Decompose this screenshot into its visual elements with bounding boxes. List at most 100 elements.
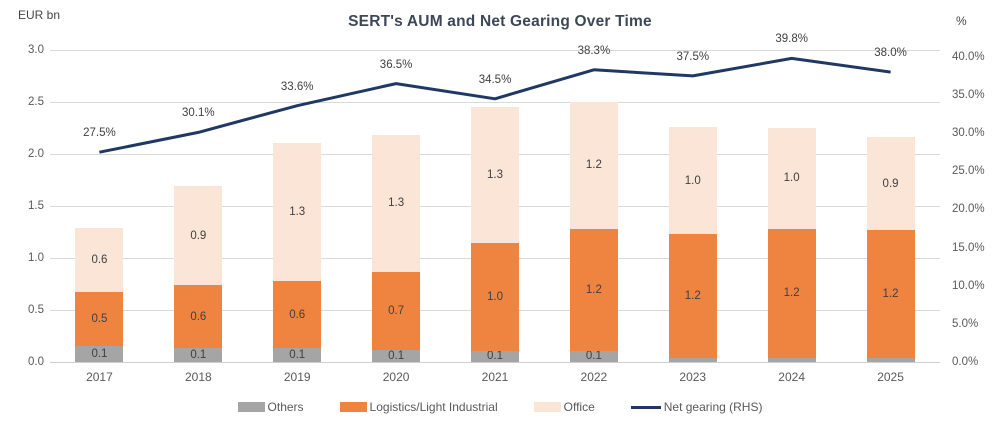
bar-segment-office xyxy=(372,135,421,272)
y-axis-tick-label: 0.5 xyxy=(28,304,44,316)
bar-segment-others xyxy=(273,348,322,362)
bar-segment-label: 0.7 xyxy=(388,304,405,317)
y-axis-tick-label: 3.0 xyxy=(28,44,44,56)
legend-swatch-rect xyxy=(339,402,367,412)
bar-segment-logistics-light-industrial xyxy=(372,271,421,350)
rhs-axis-tick-label: 25.0% xyxy=(952,165,985,178)
x-axis-line xyxy=(50,362,940,363)
x-axis-tick-label: 2019 xyxy=(283,370,311,384)
rhs-axis-tick-label: 5.0% xyxy=(952,317,979,330)
bar-segment-label: 1.2 xyxy=(783,287,800,300)
x-axis-tick-label: 2020 xyxy=(382,370,410,384)
legend-label: Office xyxy=(563,400,595,414)
legend-swatch-rect xyxy=(237,402,265,412)
bar-segment-logistics-light-industrial xyxy=(174,285,223,349)
y-axis-tick-label: 2.0 xyxy=(28,148,44,160)
bar-segment-logistics-light-industrial xyxy=(75,292,124,347)
y-axis-tick-label: 0.0 xyxy=(28,356,44,368)
bar-segment-label: 1.3 xyxy=(487,169,503,182)
legend-item-others: Others xyxy=(237,400,304,414)
bar-segment-label: 0.1 xyxy=(289,349,306,362)
net-gearing-point-label: 34.5% xyxy=(478,73,512,86)
bar-segment-logistics-light-industrial xyxy=(866,229,915,358)
left-axis-unit-label: EUR bn xyxy=(18,8,61,22)
bar-segment-label: 1.0 xyxy=(487,291,503,303)
bar-segment-others xyxy=(866,357,915,362)
bar-segment-label: 1.2 xyxy=(585,159,602,172)
legend-item-office: Office xyxy=(533,400,595,414)
bar-segment-others xyxy=(75,346,124,362)
bar-segment-others xyxy=(372,349,421,362)
bar-segment-label: 0.6 xyxy=(91,254,108,267)
bar-segment-label: 0.1 xyxy=(91,348,108,361)
rhs-axis-tick-label: 40.0% xyxy=(952,50,985,63)
x-axis-tick-label: 2025 xyxy=(877,370,904,384)
rhs-axis-tick-label: 0.0% xyxy=(952,356,979,368)
bar-segment-logistics-light-industrial xyxy=(471,243,519,351)
bar-segment-others xyxy=(668,357,717,362)
x-axis-tick-label: 2022 xyxy=(580,370,608,384)
bar-segment-office xyxy=(471,107,519,244)
bar-segment-others xyxy=(471,350,519,362)
x-axis-tick-label: 2023 xyxy=(679,370,707,384)
legend-label: Others xyxy=(267,400,304,414)
bar-segment-others xyxy=(767,357,816,362)
bar-segment-label: 0.6 xyxy=(289,308,306,321)
legend-item-net-gearing-rhs-: Net gearing (RHS) xyxy=(630,400,763,414)
bar-segment-label: 1.2 xyxy=(882,287,899,300)
net-gearing-point-label: 33.6% xyxy=(280,80,314,93)
bar-segment-office xyxy=(767,128,816,229)
legend-swatch-rect xyxy=(533,402,561,412)
bar-segment-label: 0.9 xyxy=(190,229,207,242)
rhs-axis-tick-label: 15.0% xyxy=(952,241,985,254)
rhs-axis-tick-label: 20.0% xyxy=(952,203,985,216)
x-axis-tick-label: 2018 xyxy=(184,370,212,384)
net-gearing-point-label: 36.5% xyxy=(379,58,413,71)
bar-segment-label: 0.9 xyxy=(882,177,899,190)
bar-segment-office xyxy=(75,227,124,293)
bar-segment-label: 0.6 xyxy=(190,310,207,323)
bar-segment-others xyxy=(174,348,223,362)
y-axis-tick-label: 2.5 xyxy=(28,96,44,108)
bar-segment-label: 0.1 xyxy=(585,350,602,363)
rhs-axis-tick-label: 30.0% xyxy=(952,127,985,140)
net-gearing-point-label: 38.3% xyxy=(577,44,611,57)
y-axis-tick-label: 1.5 xyxy=(28,200,44,212)
chart-title: SERT's AUM and Net Gearing Over Time xyxy=(348,13,652,30)
legend-swatch-line xyxy=(630,405,661,409)
bar-segment-logistics-light-industrial xyxy=(767,228,816,358)
bar-segment-logistics-light-industrial xyxy=(668,234,717,358)
bar-segment-label: 1.0 xyxy=(684,174,701,187)
chart-legend: Others Logistics/Light Industrial Office Ne… xyxy=(0,400,1000,414)
bar-segment-office xyxy=(866,137,915,230)
legend-item-logistics-light-industrial: Logistics/Light Industrial xyxy=(339,400,498,414)
bar-segment-label: 0.1 xyxy=(190,349,207,362)
net-gearing-point-label: 38.0% xyxy=(874,47,907,60)
bar-segment-office xyxy=(273,142,322,281)
bar-segment-label: 1.3 xyxy=(388,197,405,210)
rhs-axis-tick-label: 10.0% xyxy=(952,279,985,292)
net-gearing-point-label: 39.8% xyxy=(775,33,808,46)
y-axis-tick-label: 1.0 xyxy=(28,252,44,264)
bar-segment-label: 0.1 xyxy=(388,349,405,362)
net-gearing-point-label: 37.5% xyxy=(676,50,710,63)
bar-segment-logistics-light-industrial xyxy=(273,280,322,349)
legend-label: Net gearing (RHS) xyxy=(663,400,763,414)
rhs-axis-tick-label: 35.0% xyxy=(952,89,985,101)
bar-segment-label: 0.1 xyxy=(487,350,503,363)
bar-segment-label: 0.5 xyxy=(91,313,108,326)
bar-segment-logistics-light-industrial xyxy=(569,228,618,351)
bar-segment-office xyxy=(174,186,223,286)
bar-segment-label: 1.3 xyxy=(289,205,306,218)
x-axis-tick-label: 2017 xyxy=(86,370,113,384)
bar-segment-label: 1.2 xyxy=(585,283,602,296)
right-axis-unit-label: % xyxy=(956,14,967,28)
net-gearing-point-label: 27.5% xyxy=(83,127,116,140)
x-axis-tick-label: 2024 xyxy=(778,370,805,384)
bar-segment-label: 1.0 xyxy=(783,172,800,185)
bar-segment-label: 1.2 xyxy=(684,289,701,302)
net-gearing-point-label: 30.1% xyxy=(182,107,215,120)
gridline xyxy=(50,50,940,51)
